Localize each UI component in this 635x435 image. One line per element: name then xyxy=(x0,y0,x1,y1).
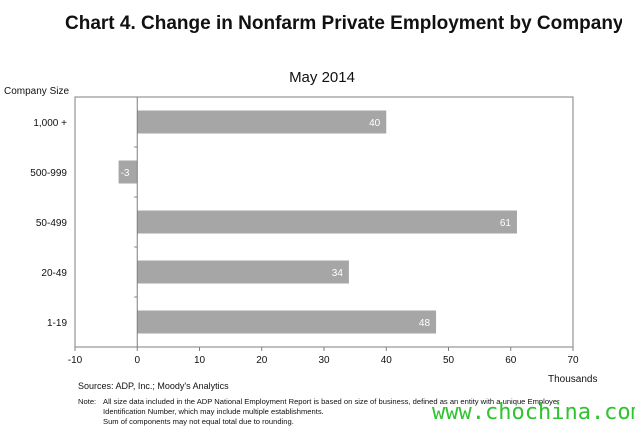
bar xyxy=(118,160,138,184)
x-tick-label: 50 xyxy=(443,355,455,366)
note-text-2: Sum of components may not equal total du… xyxy=(103,417,294,426)
category-label: 20-49 xyxy=(41,268,67,279)
data-label: 61 xyxy=(500,218,512,229)
x-tick-label: 0 xyxy=(134,355,140,366)
data-label: -3 xyxy=(121,168,130,179)
category-label: 1-19 xyxy=(47,318,67,329)
data-label: 48 xyxy=(419,318,431,329)
x-tick-label: 20 xyxy=(256,355,268,366)
category-label: 1,000 + xyxy=(33,118,67,129)
note-text: All size data included in the ADP Nation… xyxy=(103,397,560,416)
data-label: 40 xyxy=(369,118,381,129)
y-axis-label: Company Size xyxy=(4,86,69,97)
x-tick-label: 10 xyxy=(194,355,206,366)
watermark: www.chochina.com xyxy=(432,400,635,425)
bar xyxy=(137,310,437,334)
bar xyxy=(137,210,517,234)
bar xyxy=(137,110,387,134)
data-label: 34 xyxy=(332,268,344,279)
chart-title: May 2014 xyxy=(289,69,355,86)
x-tick-label: 60 xyxy=(505,355,517,366)
page-title: Chart 4. Change in Nonfarm Private Emplo… xyxy=(65,13,622,34)
x-tick-label: 70 xyxy=(567,355,579,366)
category-label: 50-499 xyxy=(36,218,68,229)
x-tick-label: -10 xyxy=(68,355,83,366)
bar xyxy=(137,260,349,284)
note-body: All size data included in the ADP Nation… xyxy=(103,397,603,427)
sources-text: Sources: ADP, Inc.; Moody's Analytics xyxy=(78,381,229,391)
category-label: 500-999 xyxy=(30,168,67,179)
x-tick-label: 40 xyxy=(381,355,393,366)
x-tick-label: 30 xyxy=(318,355,330,366)
x-axis-label: Thousands xyxy=(548,374,597,385)
note-label: Note: xyxy=(78,397,97,406)
